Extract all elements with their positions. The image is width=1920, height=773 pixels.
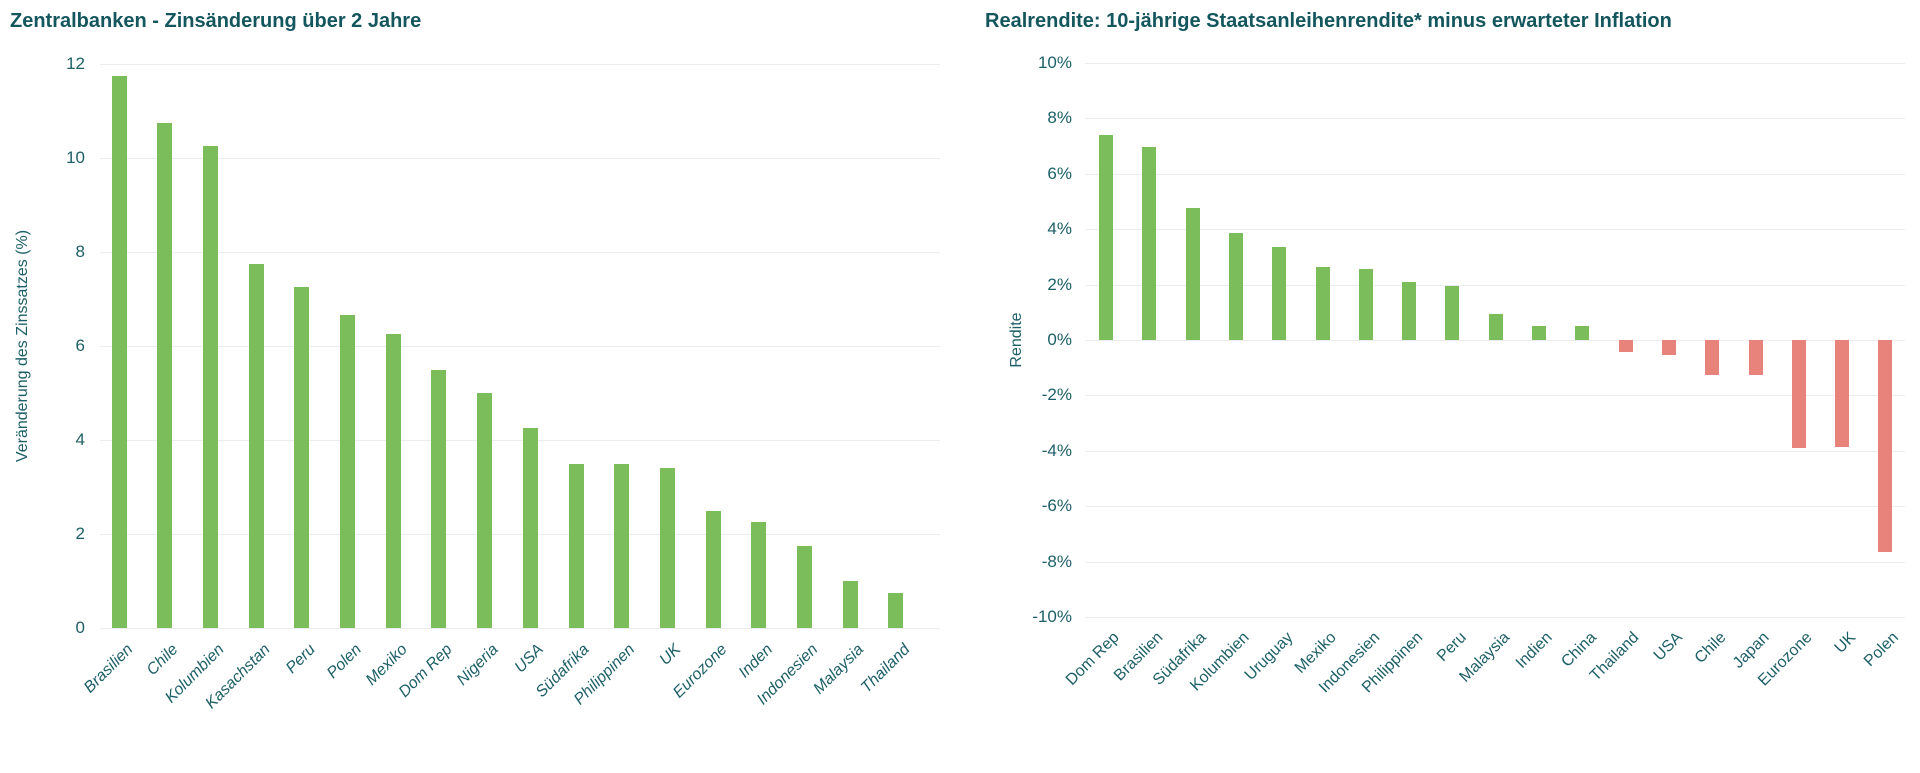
x-category-label: Malaysia [810, 641, 868, 698]
bar-indonesien [797, 545, 812, 628]
gridline [1085, 340, 1905, 341]
gridline [1085, 450, 1905, 452]
y-tick-label: 12 [66, 54, 85, 73]
x-category-label: Dom Rep [1063, 629, 1124, 689]
bar-nigeria [477, 393, 493, 628]
bar-malaysia [842, 581, 858, 628]
bar-mexiko [1315, 266, 1330, 340]
gridline [1085, 229, 1905, 231]
bar-china [1575, 326, 1590, 340]
bar-südafrika [1185, 208, 1200, 340]
x-category-label: Indien [1513, 629, 1557, 672]
bar-usa [522, 428, 538, 628]
x-category-label: Polen [1861, 629, 1903, 670]
gridline [1085, 173, 1905, 175]
y-tick-label: 10% [1037, 53, 1072, 72]
bar-philippinen [1402, 281, 1417, 340]
right-chart-title: Realrendite: 10-jährige Staatsanleihenre… [985, 10, 1672, 32]
gridline [1085, 118, 1905, 120]
x-category-label: Peru [1433, 629, 1470, 665]
y-tick-label: 4 [75, 430, 85, 449]
gridline [100, 534, 940, 535]
gridline [1085, 561, 1905, 563]
x-category-label: Chile [143, 641, 182, 679]
bar-uruguay [1272, 247, 1287, 340]
bar-kolumbien [1228, 233, 1243, 340]
bar-uk [659, 468, 675, 628]
y-tick-label: 8 [75, 242, 85, 261]
bar-peru [1445, 285, 1460, 340]
x-category-label: Peru [282, 641, 319, 677]
y-tick-label: -4% [1041, 440, 1072, 460]
gridline [100, 64, 940, 65]
bar-polen [340, 315, 355, 628]
x-category-label: Chile [1691, 629, 1730, 667]
y-tick-label: 8% [1047, 108, 1072, 128]
bar-malaysia [1488, 313, 1503, 340]
bar-dom-rep [431, 369, 447, 628]
gridline [1085, 284, 1905, 286]
x-category-label: UK [1831, 629, 1860, 657]
bar-chile [1705, 340, 1720, 375]
bar-polen [1878, 340, 1893, 552]
bar-indonesien [1358, 269, 1373, 340]
y-tick-label: 2% [1047, 274, 1072, 294]
x-category-label: Inden [735, 641, 776, 682]
bar-mexiko [385, 334, 401, 628]
x-category-label: USA [1650, 629, 1686, 665]
x-category-label: Brasilien [80, 641, 137, 697]
bar-eurozone [705, 510, 721, 628]
bar-thailand [1618, 340, 1633, 353]
bar-peru [294, 287, 310, 628]
left-chart-title: Zentralbanken - Zinsänderung über 2 Jahr… [10, 10, 422, 32]
gridline [1085, 63, 1905, 64]
y-tick-label: -8% [1041, 551, 1072, 571]
gridline [1085, 506, 1905, 508]
bar-kasachstan [248, 263, 264, 628]
y-tick-label: -6% [1041, 496, 1072, 516]
gridline [100, 252, 940, 253]
bar-usa [1661, 340, 1676, 356]
y-tick-label: 0% [1047, 330, 1072, 349]
bar-philippinen [614, 463, 630, 628]
y-tick-label: -10% [1032, 607, 1072, 626]
gridline [1085, 395, 1905, 397]
gridline [100, 628, 940, 629]
bar-thailand [888, 592, 904, 628]
y-tick-label: 2 [75, 524, 85, 543]
bar-südafrika [568, 463, 584, 628]
bar-brasilien [1142, 147, 1157, 340]
y-tick-label: -2% [1041, 385, 1072, 405]
bar-kolumbien [202, 146, 218, 628]
y-tick-label: 6% [1047, 163, 1072, 183]
x-category-label: Thailand [857, 641, 913, 697]
gridline [100, 346, 940, 347]
gridline [1085, 617, 1905, 618]
bar-indien [1532, 326, 1546, 340]
y-tick-label: 4% [1047, 219, 1072, 239]
y-tick-label: 0 [75, 618, 85, 637]
bar-uk [1835, 340, 1850, 447]
x-category-label: USA [512, 641, 548, 677]
bar-eurozone [1791, 340, 1806, 449]
gridline [100, 158, 940, 159]
y-tick-label: 6 [75, 336, 85, 355]
bar-brasilien [111, 75, 127, 628]
gridline [100, 440, 940, 441]
x-category-label: UK [656, 641, 685, 669]
bar-dom-rep [1099, 135, 1113, 340]
bar-inden [751, 522, 767, 628]
x-category-label: Polen [323, 641, 365, 682]
bar-japan [1748, 340, 1763, 375]
bar-chile [157, 122, 173, 628]
x-category-label: Nigeria [453, 641, 502, 689]
y-tick-label: 10 [66, 148, 85, 167]
